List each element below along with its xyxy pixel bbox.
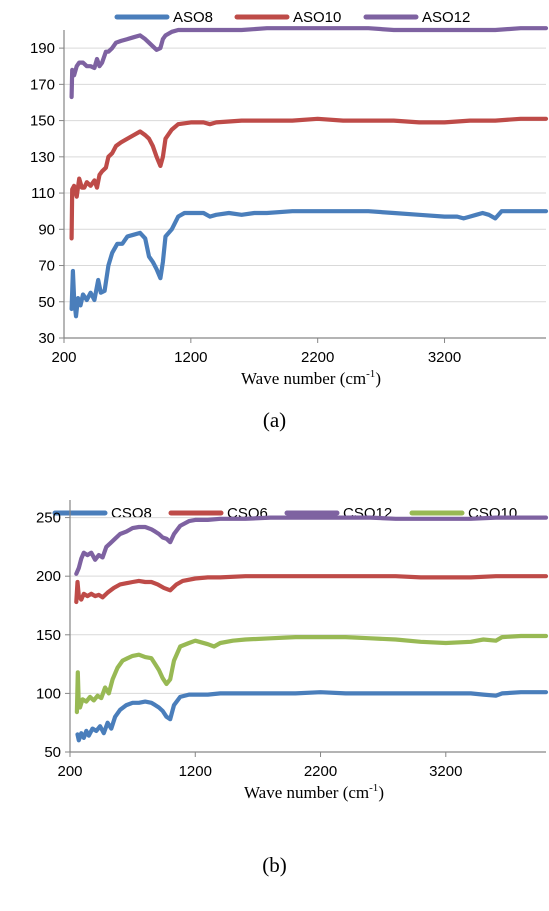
x-axis-label-sup: -1 bbox=[366, 368, 375, 380]
y-tick-label: 100 bbox=[36, 685, 61, 702]
chart-b: CSO8 CSO6 CSO12 CSO10 50 100 150 200 250 200 1200 2… bbox=[0, 455, 549, 911]
x-tick-label: 3200 bbox=[428, 349, 461, 366]
x-tick-label: 200 bbox=[57, 763, 82, 780]
x-tick-label: 1200 bbox=[174, 349, 207, 366]
x-axis-label: Wave number (cm-1) bbox=[241, 368, 381, 388]
chart-a-svg: ASO8 ASO10 ASO12 30 50 70 90 110 130 150 170 190 200… bbox=[30, 9, 549, 388]
series-line-aso8 bbox=[69, 209, 549, 319]
series-line-aso10 bbox=[69, 116, 549, 241]
series-line-cso10 bbox=[74, 633, 549, 715]
x-axis-label: Wave number (cm-1) bbox=[244, 782, 384, 802]
x-axis-label-tail: ) bbox=[375, 369, 381, 388]
series-line-aso12 bbox=[69, 26, 549, 100]
y-tick-label: 50 bbox=[38, 294, 55, 311]
y-tick-label: 50 bbox=[44, 744, 61, 761]
x-axis-label-sup: -1 bbox=[369, 782, 378, 794]
x-tick-label: 200 bbox=[51, 349, 76, 366]
y-tick-label: 130 bbox=[30, 149, 55, 166]
x-tick-label: 2200 bbox=[304, 763, 337, 780]
y-tick-label: 70 bbox=[38, 258, 55, 275]
y-tick-label: 190 bbox=[30, 40, 55, 57]
x-axis-label-tail: ) bbox=[378, 783, 384, 802]
chart-b-caption: (b) bbox=[262, 853, 287, 877]
legend-label-aso8: ASO8 bbox=[173, 9, 213, 26]
x-axis-label-main: Wave number (cm bbox=[244, 783, 369, 802]
legend-label-aso12: ASO12 bbox=[422, 9, 470, 26]
y-tick-label: 200 bbox=[36, 568, 61, 585]
y-tick-label: 150 bbox=[30, 113, 55, 130]
chart-a: ASO8 ASO10 ASO12 30 50 70 90 110 130 150 170 190 200… bbox=[0, 0, 549, 440]
legend-label-cso8: CSO8 bbox=[111, 505, 152, 522]
y-tick-label: 250 bbox=[36, 510, 61, 527]
series-line-cso6 bbox=[74, 574, 549, 605]
y-tick-label: 170 bbox=[30, 76, 55, 93]
x-tick-label: 3200 bbox=[429, 763, 462, 780]
chart-a-caption: (a) bbox=[262, 408, 287, 432]
series-line-cso12 bbox=[74, 515, 549, 576]
x-tick-label: 1200 bbox=[179, 763, 212, 780]
y-tick-label: 110 bbox=[31, 185, 55, 202]
x-axis-label-main: Wave number (cm bbox=[241, 369, 366, 388]
series-line-cso8 bbox=[75, 690, 549, 743]
legend-label-aso10: ASO10 bbox=[293, 9, 341, 26]
x-tick-label: 2200 bbox=[301, 349, 334, 366]
y-tick-label: 90 bbox=[38, 221, 55, 238]
y-tick-label: 150 bbox=[36, 627, 61, 644]
legend: ASO8 ASO10 ASO12 bbox=[114, 9, 470, 26]
y-tick-label: 30 bbox=[38, 330, 55, 347]
